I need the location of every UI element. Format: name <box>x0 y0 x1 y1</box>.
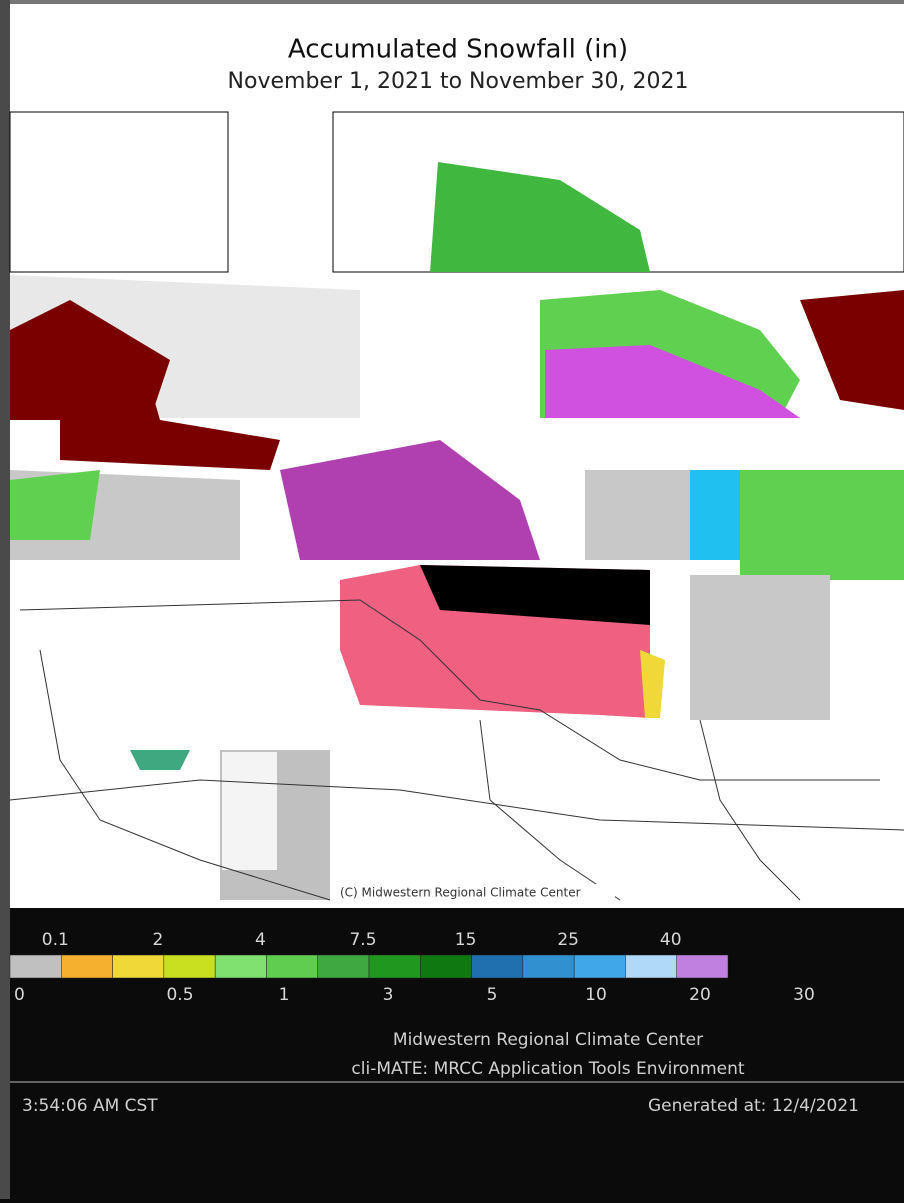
legend-swatch <box>266 954 318 979</box>
legend-swatch <box>317 954 370 979</box>
legend-swatch <box>522 954 575 979</box>
snow-area <box>690 575 830 720</box>
legend-label: 15 <box>455 930 477 950</box>
legend-swatch <box>420 954 472 979</box>
legend-swatch <box>214 954 267 979</box>
snow-area <box>280 440 540 560</box>
legend-label: 0.1 <box>42 930 69 950</box>
snow-area <box>640 650 665 718</box>
inset-frame <box>9 111 229 273</box>
credit-box <box>330 884 615 902</box>
legend-label: 25 <box>557 930 579 950</box>
legend: 0.1 2 4 7.5 15 25 40 0 0.5 1 3 5 10 20 30 <box>9 930 815 1005</box>
snow-area <box>585 470 690 560</box>
legend-label: 0.5 <box>166 985 193 1005</box>
legend-swatch <box>61 954 113 979</box>
snow-area <box>740 470 904 580</box>
snow-area <box>430 162 650 272</box>
legend-label: 40 <box>660 930 682 950</box>
map-credit: (C) Midwestern Regional Climate Center <box>340 886 581 900</box>
legend-swatch <box>9 954 62 979</box>
snow-area <box>60 350 280 470</box>
boundary <box>39 649 331 901</box>
legend-label: 1 <box>279 985 290 1005</box>
legend-swatch <box>368 954 421 979</box>
legend-label: 2 <box>152 930 163 950</box>
legend-swatch <box>163 954 216 979</box>
legend-label: 30 <box>793 985 815 1005</box>
snow-area <box>690 470 740 560</box>
generated: Generated at: 12/4/2021 <box>648 1096 859 1116</box>
legend-swatch <box>112 954 165 979</box>
boundary <box>9 779 904 831</box>
snow-area <box>420 565 650 625</box>
application: cli-MATE: MRCC Application Tools Environ… <box>351 1059 744 1079</box>
legend-swatch <box>573 954 626 979</box>
legend-label: 10 <box>585 985 607 1005</box>
legend-swatch <box>625 954 677 979</box>
boundary <box>479 719 621 901</box>
legend-label: 0 <box>14 985 25 1005</box>
legend-swatch <box>676 954 729 979</box>
time: 3:54:06 AM CST <box>22 1096 158 1116</box>
snow-area <box>10 470 100 540</box>
snow-area <box>545 345 800 418</box>
map-subtitle: November 1, 2021 to November 30, 2021 <box>228 69 689 94</box>
legend-label: 3 <box>383 985 394 1005</box>
boundary <box>19 599 880 781</box>
legend-label: 5 <box>487 985 498 1005</box>
boundary <box>699 719 801 901</box>
map-title: Accumulated Snowfall (in) <box>288 35 628 65</box>
organization: Midwestern Regional Climate Center <box>393 1030 703 1050</box>
snow-area <box>222 752 277 870</box>
legend-swatch <box>471 954 524 979</box>
left-border <box>0 0 10 1199</box>
legend-label: 4 <box>255 930 266 950</box>
snow-area <box>800 290 904 410</box>
map-graphic <box>9 111 904 901</box>
legend-label: 7.5 <box>349 930 376 950</box>
snow-area <box>130 750 190 770</box>
top-edge <box>10 0 904 4</box>
legend-label: 20 <box>689 985 711 1005</box>
